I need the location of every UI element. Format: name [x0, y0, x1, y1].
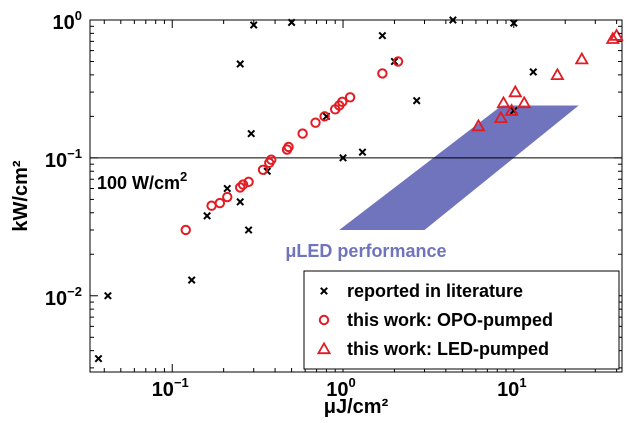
legend-label: this work: OPO-pumped [347, 310, 553, 330]
legend-marker [320, 287, 328, 295]
literature-point [358, 148, 367, 157]
opo-point [214, 197, 226, 209]
opo-point [377, 68, 388, 79]
literature-point [187, 276, 196, 284]
y-tick-label: 100 [53, 8, 82, 34]
literature-point [103, 291, 112, 300]
y-tick-label: 10−1 [45, 146, 82, 172]
legend: reported in literature this work: OPO-pum… [303, 270, 620, 370]
performance-region [339, 105, 579, 230]
literature-point [339, 153, 347, 162]
tick-layer: 10−1 100 101 10−2 10−1 100 [45, 8, 622, 401]
performance-region-layer [339, 105, 579, 230]
y-tick-label: 10−2 [45, 284, 82, 310]
led-point [605, 31, 620, 44]
opo-point [222, 191, 233, 203]
x-tick-label: 101 [497, 375, 526, 401]
y-axis-label: kW/cm² [10, 160, 32, 231]
led-point [496, 95, 511, 109]
literature-point [236, 197, 245, 206]
region-label: μLED performance [285, 241, 446, 261]
led-point [493, 110, 509, 123]
literature-point [529, 68, 538, 76]
legend-marker [316, 341, 332, 355]
literature-point [236, 60, 245, 68]
led-point [550, 67, 565, 80]
legend-marker [318, 314, 330, 326]
literature-point [378, 31, 387, 40]
x-tick-label: 10−1 [152, 375, 189, 401]
opo-point [266, 154, 277, 165]
opo-point [392, 56, 404, 67]
literature-point [249, 21, 258, 29]
opo-point [243, 176, 254, 188]
led-point [508, 84, 523, 98]
legend-label: this work: LED-pumped [347, 339, 549, 359]
legend-item: this work: OPO-pumped [318, 310, 553, 330]
literature-point [203, 211, 212, 220]
literature-point [247, 129, 256, 138]
legend-item: this work: LED-pumped [316, 339, 549, 359]
led-point [517, 95, 532, 109]
reference-line-label: 100 W/cm2 [97, 169, 187, 193]
led-point [609, 28, 624, 41]
led-point [504, 103, 519, 116]
literature-point [94, 354, 103, 363]
legend-box [303, 270, 620, 370]
opo-point [234, 182, 246, 193]
series-led [471, 28, 624, 132]
series-opo [180, 56, 404, 236]
literature-point [449, 16, 457, 24]
led-point [471, 118, 486, 132]
opo-point [180, 224, 191, 236]
opo-point [319, 111, 330, 122]
opo-point [283, 141, 294, 153]
opo-point [337, 96, 348, 108]
literature-point [223, 184, 232, 193]
x-axis-label: μJ/cm² [324, 396, 389, 418]
led-point [574, 51, 589, 65]
x-tick-label: 100 [326, 375, 355, 401]
literature-point [412, 96, 421, 105]
opo-point [257, 164, 269, 175]
opo-point [297, 128, 308, 139]
legend-item: reported in literature [320, 281, 523, 301]
opo-point [237, 179, 249, 190]
series-layer [94, 16, 624, 363]
opo-point [344, 92, 356, 103]
opo-point [310, 117, 321, 128]
legend-label: reported in literature [347, 281, 523, 301]
literature-point [244, 226, 253, 234]
